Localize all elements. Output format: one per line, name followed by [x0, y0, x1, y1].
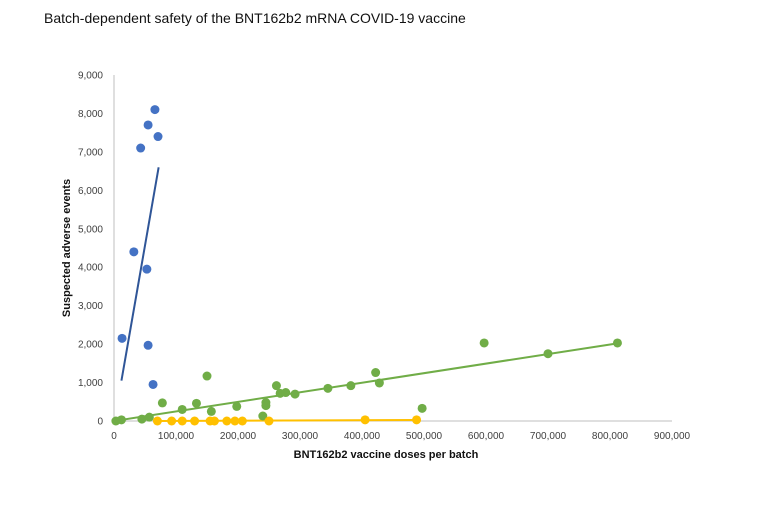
x-tick-label: 500,000	[406, 431, 443, 442]
data-point-series-2	[116, 415, 126, 425]
y-tick-label: 0	[97, 417, 103, 428]
x-tick-label: 200,000	[220, 431, 257, 442]
data-point-series-1	[117, 333, 127, 343]
chart-title: Batch-dependent safety of the BNT162b2 m…	[44, 10, 466, 26]
data-point-series-1	[143, 340, 153, 350]
data-point-series-3	[167, 416, 177, 426]
data-point-series-2	[374, 378, 384, 388]
data-point-series-1	[148, 379, 158, 389]
data-point-series-3	[230, 416, 240, 426]
y-axis-label: Suspected adverse events	[61, 179, 73, 317]
data-point-series-1	[143, 120, 153, 130]
data-point-series-3	[264, 416, 274, 426]
y-tick-label: 6,000	[78, 186, 103, 197]
trendline-series-1	[120, 167, 160, 381]
data-point-series-2	[612, 338, 622, 348]
tick-labels: 0 100,000 200,000 300,000 400,000 500,000 600,…	[78, 71, 691, 443]
y-tick-label: 5,000	[78, 224, 103, 235]
data-point-series-2	[232, 401, 242, 411]
data-point-series-2	[261, 398, 271, 408]
data-point-series-2	[281, 388, 291, 398]
y-tick-label: 2,000	[78, 340, 103, 351]
data-point-series-2	[543, 349, 553, 359]
axes	[113, 75, 672, 422]
x-tick-label: 600,000	[468, 431, 505, 442]
data-point-series-3	[152, 416, 162, 426]
x-tick-label: 100,000	[158, 431, 195, 442]
data-point-series-3	[177, 416, 187, 426]
data-point-series-2	[258, 411, 268, 421]
x-tick-label: 700,000	[530, 431, 567, 442]
data-point-series-2	[323, 383, 333, 393]
data-point-series-3	[412, 415, 422, 425]
y-tick-label: 3,000	[78, 301, 103, 312]
data-point-series-2	[271, 381, 281, 391]
data-point-series-1	[150, 105, 160, 115]
y-tick-label: 1,000	[78, 378, 103, 389]
data-point-series-2	[157, 398, 167, 408]
data-point-series-2	[144, 412, 154, 422]
x-tick-label: 300,000	[282, 431, 319, 442]
data-point-series-1	[129, 247, 139, 257]
trendline-series-3	[157, 419, 417, 422]
x-tick-label: 0	[111, 431, 117, 442]
x-axis-label: BNT162b2 vaccine doses per batch	[294, 449, 479, 461]
y-tick-label: 8,000	[78, 109, 103, 120]
data-point-series-1	[142, 264, 152, 274]
data-point-series-2	[206, 406, 216, 416]
trendline-series-2	[113, 342, 618, 422]
data-point-series-2	[202, 371, 212, 381]
data-point-series-2	[290, 389, 300, 399]
y-tick-label: 7,000	[78, 147, 103, 158]
data-point-series-3	[360, 415, 370, 425]
data-point-series-3	[237, 416, 247, 426]
data-point-series-3	[222, 416, 232, 426]
data-point-series-1	[153, 132, 163, 142]
x-tick-label: 800,000	[592, 431, 629, 442]
data-point-series-2	[417, 403, 427, 413]
y-tick-label: 4,000	[78, 263, 103, 274]
data-point-series-2	[177, 404, 187, 414]
data-point-series-2	[371, 368, 381, 378]
data-point-series-2	[346, 381, 356, 391]
data-point-series-1	[136, 143, 146, 153]
data-point-series-3	[190, 416, 200, 426]
y-tick-label: 9,000	[78, 71, 103, 82]
x-tick-label: 400,000	[344, 431, 381, 442]
data-point-series-2	[137, 414, 147, 424]
trendlines	[113, 167, 618, 422]
data-point-series-2	[191, 398, 201, 408]
data-point-series-3	[209, 416, 219, 426]
data-point-series-2	[479, 338, 489, 348]
data-points	[111, 105, 622, 426]
x-tick-label: 900,000	[654, 431, 691, 442]
